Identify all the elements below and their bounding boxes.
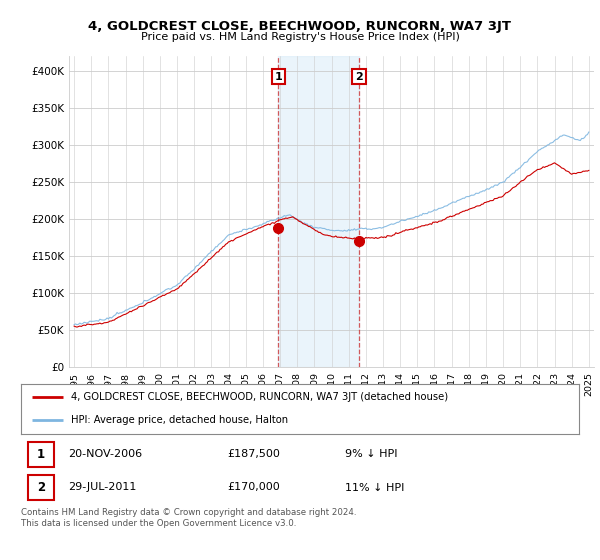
Text: 20-NOV-2006: 20-NOV-2006 [68,450,143,459]
Bar [278,56,359,367]
Text: Price paid vs. HM Land Registry's House Price Index (HPI): Price paid vs. HM Land Registry's House … [140,32,460,42]
Text: Contains HM Land Registry data © Crown copyright and database right 2024.
This d: Contains HM Land Registry data © Crown c… [21,508,356,528]
Text: HPI: Average price, detached house, Halton: HPI: Average price, detached house, Halt… [71,416,289,426]
Text: 4, GOLDCREST CLOSE, BEECHWOOD, RUNCORN, WA7 3JT (detached house): 4, GOLDCREST CLOSE, BEECHWOOD, RUNCORN, … [71,392,448,402]
Text: 2: 2 [37,481,45,494]
Text: 11% ↓ HPI: 11% ↓ HPI [344,483,404,492]
Text: 9% ↓ HPI: 9% ↓ HPI [344,450,397,459]
Text: £187,500: £187,500 [227,450,280,459]
Text: 1: 1 [274,72,282,82]
Text: 1: 1 [37,448,45,461]
Text: £170,000: £170,000 [227,483,280,492]
FancyBboxPatch shape [28,475,55,500]
Text: 2: 2 [355,72,363,82]
Text: 4, GOLDCREST CLOSE, BEECHWOOD, RUNCORN, WA7 3JT: 4, GOLDCREST CLOSE, BEECHWOOD, RUNCORN, … [89,20,511,32]
FancyBboxPatch shape [28,442,55,467]
Text: 29-JUL-2011: 29-JUL-2011 [68,483,137,492]
